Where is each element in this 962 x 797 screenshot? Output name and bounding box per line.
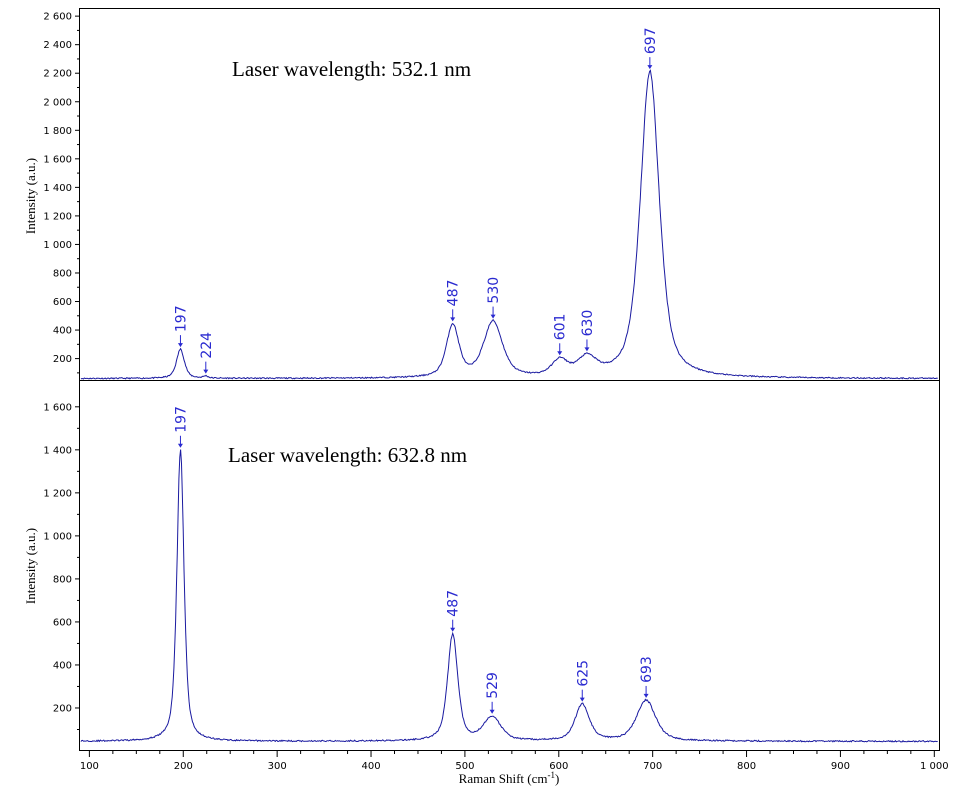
top-peak-arrow — [177, 343, 183, 348]
bottom-y-tick-label: 800 — [53, 574, 72, 585]
x-tick-label: 300 — [268, 761, 287, 772]
top-y-tick-label: 400 — [53, 326, 72, 337]
bottom-peak-label: 625 — [575, 660, 591, 687]
top-y-tick-label: 1 000 — [43, 240, 72, 251]
top-peak-arrow — [203, 369, 209, 374]
top-peak-label: 530 — [486, 277, 502, 304]
top-y-tick-label: 2 400 — [43, 40, 72, 51]
top-y-tick-label: 600 — [53, 297, 72, 308]
top-peak-arrow — [584, 347, 590, 352]
x-axis-title: Raman Shift (cm-1) — [459, 770, 560, 786]
top-peak-arrow — [490, 314, 496, 319]
top-y-tick-label: 1 400 — [43, 183, 72, 194]
bottom-laser-annotation: Laser wavelength: 632.8 nm — [228, 443, 467, 467]
bottom-peak-label: 487 — [446, 590, 462, 617]
bottom-peak-arrow — [489, 709, 495, 714]
top-y-tick-label: 800 — [53, 268, 72, 279]
top-y-tick-label: 2 200 — [43, 69, 72, 80]
top-peak-label: 224 — [199, 332, 215, 359]
top-peak-arrow — [647, 65, 653, 70]
bottom-spectrum-line — [80, 449, 938, 743]
top-y-tick-label: 1 200 — [43, 211, 72, 222]
bottom-y-tick-label: 1 600 — [43, 402, 72, 413]
top-y-tick-label: 2 000 — [43, 97, 72, 108]
top-peak-arrow — [450, 317, 456, 322]
x-tick-label: 800 — [737, 761, 756, 772]
top-peak-label: 487 — [446, 280, 462, 307]
x-tick-label: 600 — [549, 761, 568, 772]
top-peak-arrow — [557, 351, 563, 356]
bottom-y-axis-title: Intensity (a.u.) — [23, 528, 38, 604]
top-laser-annotation: Laser wavelength: 532.1 nm — [232, 57, 471, 81]
top-panel: 200 400 600 800 1 000 1 200 1 400 1 600 1 800 2 0… — [43, 12, 938, 380]
x-tick-label: 1 000 — [920, 761, 949, 772]
bottom-y-tick-label: 200 — [53, 703, 72, 714]
top-y-axis-title: Intensity (a.u.) — [23, 158, 38, 234]
top-spectrum-line — [80, 69, 938, 380]
bottom-y-tick-label: 1 400 — [43, 445, 72, 456]
bottom-panel: 200 400 600 800 1 000 1 200 1 400 1 600 100 200 30… — [43, 402, 948, 772]
bottom-peak-label: 197 — [173, 406, 189, 433]
bottom-y-tick-label: 600 — [53, 617, 72, 628]
x-tick-label: 400 — [361, 761, 380, 772]
bottom-peak-arrow — [177, 443, 183, 448]
top-y-tick-label: 1 600 — [43, 154, 72, 165]
top-peak-label: 697 — [643, 27, 659, 54]
bottom-peak-label: 529 — [485, 672, 501, 699]
bottom-peak-label: 693 — [639, 656, 655, 683]
bottom-peak-arrow — [450, 627, 456, 632]
top-peak-label: 197 — [173, 305, 189, 332]
x-tick-label: 900 — [831, 761, 850, 772]
top-panel-frame — [79, 8, 940, 381]
bottom-panel-frame — [79, 380, 940, 751]
bottom-y-tick-label: 400 — [53, 660, 72, 671]
top-peak-label: 601 — [553, 314, 569, 341]
top-peak-label: 630 — [580, 310, 596, 337]
bottom-peak-arrow — [579, 697, 585, 702]
x-tick-label: 700 — [643, 761, 662, 772]
top-y-tick-label: 200 — [53, 354, 72, 365]
top-y-tick-label: 2 600 — [43, 12, 72, 23]
x-tick-label: 200 — [174, 761, 193, 772]
x-tick-label: 100 — [80, 761, 99, 772]
bottom-y-tick-label: 1 200 — [43, 488, 72, 499]
top-y-tick-label: 1 800 — [43, 126, 72, 137]
bottom-y-tick-label: 1 000 — [43, 531, 72, 542]
x-tick-label: 500 — [455, 761, 474, 772]
bottom-peak-arrow — [643, 693, 649, 698]
